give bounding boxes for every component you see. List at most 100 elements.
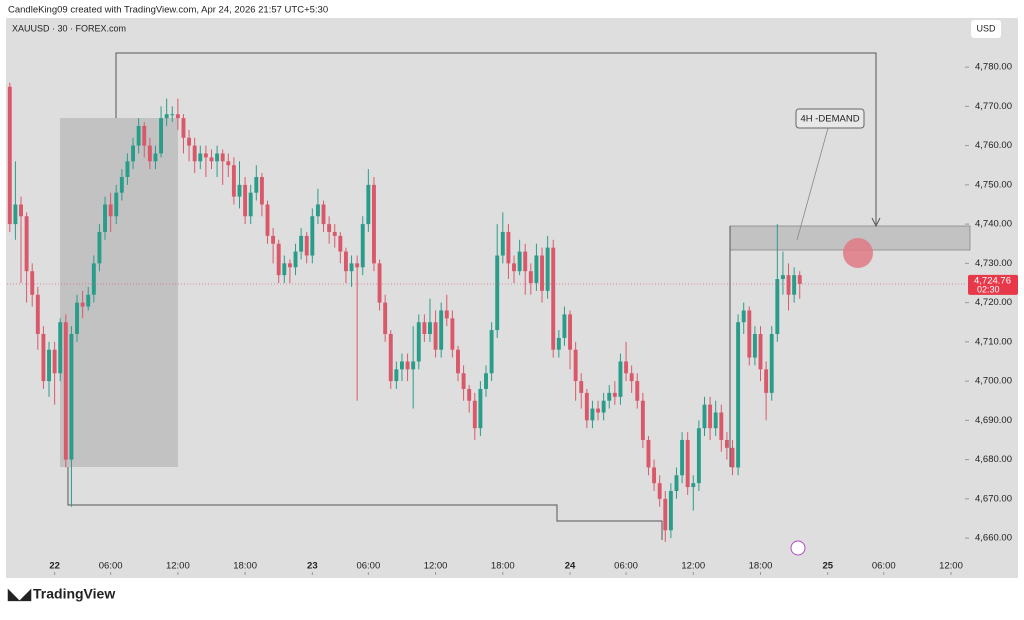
candle-body xyxy=(58,322,63,374)
candle-body xyxy=(601,400,606,413)
candle-body xyxy=(103,204,108,232)
candle-body xyxy=(142,125,147,146)
candle-body xyxy=(769,334,774,393)
x-tick-label: 06:00 xyxy=(99,561,123,572)
candle-body xyxy=(114,192,119,217)
candle-body xyxy=(450,318,455,350)
candle-body xyxy=(52,349,57,374)
candle-body xyxy=(758,334,763,370)
currency-box[interactable] xyxy=(971,20,1001,38)
candle-body xyxy=(69,334,74,460)
candle-body xyxy=(752,334,757,358)
candle-body xyxy=(86,294,91,307)
candle-body xyxy=(349,263,354,272)
y-tick-label: 4,660.00 xyxy=(975,533,1012,544)
callout-box xyxy=(795,108,865,129)
x-tick-label: 12:00 xyxy=(939,561,963,572)
y-tick-label: 4,690.00 xyxy=(975,415,1012,426)
candle-body xyxy=(63,322,68,460)
marker-circle xyxy=(843,238,873,268)
candle-body xyxy=(24,216,29,272)
candle-body xyxy=(528,271,533,283)
zone-box xyxy=(60,118,178,467)
candle-body xyxy=(198,153,203,162)
x-tick-label: 18:00 xyxy=(233,561,257,572)
y-tick-label: 4,780.00 xyxy=(975,62,1012,73)
x-tick-label: 18:00 xyxy=(491,561,515,572)
candle-body xyxy=(287,263,292,268)
candle-body xyxy=(394,369,399,382)
x-tick-label: 12:00 xyxy=(424,561,448,572)
candle-body xyxy=(41,334,46,382)
candle-body xyxy=(428,322,432,335)
candle-body xyxy=(259,177,264,205)
y-tick-label: 4,760.00 xyxy=(975,140,1012,151)
y-tick-label: 4,730.00 xyxy=(975,258,1012,269)
candle-body xyxy=(215,153,220,162)
y-tick-label: 4,670.00 xyxy=(975,493,1012,504)
candle-body xyxy=(293,251,298,268)
currency-label: USD xyxy=(976,23,996,33)
candle-body xyxy=(131,145,136,162)
candle-body xyxy=(371,184,376,264)
x-tick-label: 18:00 xyxy=(749,561,773,572)
candle-body xyxy=(607,392,612,401)
candle-body xyxy=(444,310,449,319)
candle-body xyxy=(153,153,158,162)
candle-body xyxy=(276,243,281,276)
arrow-line xyxy=(115,52,877,224)
candle-body xyxy=(736,322,741,468)
x-tick-label: 06:00 xyxy=(614,561,638,572)
candle-body xyxy=(411,361,416,370)
candle-body xyxy=(265,204,270,236)
candle-body xyxy=(646,439,651,468)
candle-body xyxy=(170,114,175,116)
candle-body xyxy=(467,388,472,401)
candle-body xyxy=(724,439,729,448)
step-line xyxy=(67,467,663,540)
candle-body xyxy=(7,86,12,225)
last-price-box xyxy=(968,274,1018,295)
candle-body xyxy=(299,235,304,252)
event-icon[interactable] xyxy=(790,540,806,556)
candle-body xyxy=(119,177,124,193)
candle-body xyxy=(343,251,348,272)
arrow-head xyxy=(871,217,881,228)
candle-body xyxy=(545,247,550,291)
callout-line xyxy=(796,127,829,241)
candle-body xyxy=(310,216,315,256)
x-tick-label: 06:00 xyxy=(356,561,380,572)
candle-body xyxy=(612,392,617,397)
candle-body xyxy=(187,137,192,146)
candle-body xyxy=(696,428,701,484)
candle-body xyxy=(439,310,444,350)
candle-body xyxy=(730,447,735,468)
candle-body xyxy=(495,255,500,331)
candle-body xyxy=(47,349,51,382)
candle-body xyxy=(282,263,287,276)
x-tick-label: 22 xyxy=(49,561,60,572)
candle-body xyxy=(590,408,595,421)
candle-body xyxy=(243,184,248,217)
candle-body xyxy=(624,361,629,374)
candle-body xyxy=(713,412,718,429)
candle-body xyxy=(192,145,197,162)
countdown-label: 02:30 xyxy=(977,284,1000,294)
candle-body xyxy=(91,263,96,295)
y-tick-label: 4,770.00 xyxy=(975,101,1012,112)
candle-body xyxy=(164,114,169,119)
candle-body xyxy=(400,361,404,370)
candle-body xyxy=(775,279,780,335)
candle-body xyxy=(248,192,253,217)
candle-body xyxy=(360,224,365,268)
candle-body xyxy=(596,408,601,413)
candle-body xyxy=(640,400,645,440)
y-tick-label: 4,750.00 xyxy=(975,179,1012,190)
candle-body xyxy=(517,251,522,272)
callout-text: 4H -DEMAND xyxy=(800,114,859,125)
brand-text: TradingView xyxy=(33,586,115,602)
candle-body xyxy=(747,310,752,358)
candle-body xyxy=(719,412,724,440)
candle-body xyxy=(422,322,427,335)
candle-body xyxy=(80,302,85,307)
